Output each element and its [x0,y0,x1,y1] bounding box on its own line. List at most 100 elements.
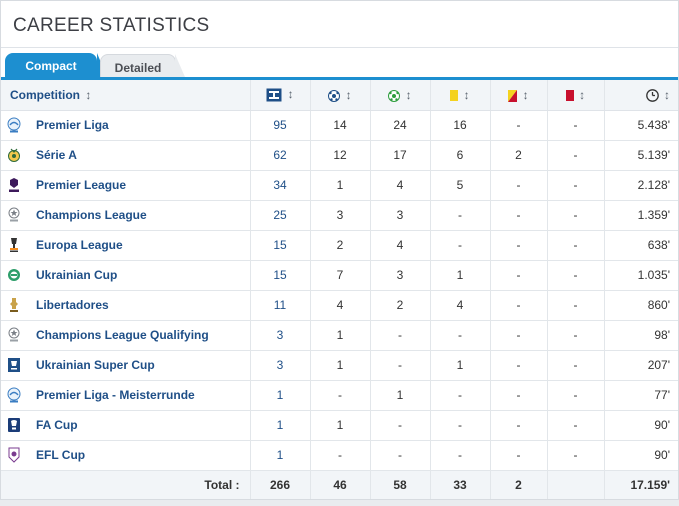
second-yellow-cell: - [489,410,547,441]
goals-cell: 14 [309,110,370,141]
red-cards-cell: - [546,170,604,201]
red-cards-cell: - [546,320,604,351]
tab-underline [1,77,678,80]
serie-a-logo [7,147,21,163]
competition-column-header[interactable]: Competition ↕ [1,80,250,111]
appearances-cell[interactable]: 1 [249,440,310,471]
minutes-cell: 1.359' [603,200,678,231]
appearances-cell[interactable]: 34 [249,170,310,201]
second-yellow-column-header[interactable]: ↕ [489,80,547,111]
assists-column-header[interactable]: ↕ [369,80,430,111]
goals-cell: - [309,440,370,471]
yellow-cards-cell: 1 [429,260,490,291]
goals-cell: 1 [309,320,370,351]
table-row: Série A 62 12 17 6 2 - 5.139' [1,140,678,171]
appearances-cell[interactable]: 3 [249,350,310,381]
competition-cell: Premier League [1,170,250,201]
second-yellow-cell: - [489,230,547,261]
appearances-cell[interactable]: 1 [249,380,310,411]
competition-link[interactable]: Champions League Qualifying [36,328,209,342]
minutes-cell: 1.035' [603,260,678,291]
libertadores-logo [7,297,21,313]
competition-link[interactable]: Ukrainian Super Cup [36,358,155,372]
ukrainian-super-cup-logo [7,357,21,373]
sort-icon: ↕ [664,87,670,102]
champions-league-logo [7,327,21,343]
competition-link[interactable]: Europa League [36,238,123,252]
premier-liga-logo [7,117,21,133]
minutes-cell: 90' [603,410,678,441]
competition-header-label: Competition [10,87,80,102]
total-second-yellow: 2 [489,469,547,499]
competition-link[interactable]: Ukrainian Cup [36,268,118,282]
competition-link[interactable]: FA Cup [36,418,78,432]
minutes-cell: 98' [603,320,678,351]
assists-cell: 17 [369,140,430,171]
appearances-cell[interactable]: 11 [249,290,310,321]
yellow-cards-column-header[interactable]: ↕ [429,80,490,111]
tab-compact[interactable]: Compact [5,53,107,77]
competition-cell: Ukrainian Cup [1,260,250,291]
second-yellow-cell: - [489,290,547,321]
competition-link[interactable]: Série A [36,148,77,162]
premier-liga-logo [7,387,21,403]
competition-link[interactable]: Libertadores [36,298,109,312]
goals-column-header[interactable]: ↕ [309,80,370,111]
yellow-cards-cell: - [429,200,490,231]
yellow-card-icon [450,90,459,102]
efl-cup-logo [7,447,21,463]
sort-icon: ↕ [463,87,470,102]
table-row: Premier League 34 1 4 5 - - 2.128' [1,170,678,201]
red-card-icon [565,90,574,102]
assists-cell: 24 [369,110,430,141]
competition-link[interactable]: Premier Liga - Meisterrunde [36,388,195,402]
appearances-cell[interactable]: 1 [249,410,310,441]
red-cards-cell: - [546,200,604,231]
goals-cell: 1 [309,410,370,441]
minutes-column-header[interactable]: ↕ [603,80,678,111]
tab-detailed[interactable]: Detailed [100,54,185,78]
competition-cell: Europa League [1,230,250,261]
competition-link[interactable]: EFL Cup [36,448,86,462]
red-cards-cell: - [546,110,604,141]
appearances-cell[interactable]: 15 [249,230,310,261]
minutes-cell: 207' [603,350,678,381]
assists-cell: 2 [369,290,430,321]
goals-cell: 4 [309,290,370,321]
table-row: FA Cup 1 1 - - - - 90' [1,410,678,441]
europa-league-logo [7,237,21,253]
premier-league-logo [7,177,21,193]
competition-link[interactable]: Champions League [36,208,147,222]
table-row: Premier Liga - Meisterrunde 1 - 1 - - - … [1,380,678,411]
competition-link[interactable]: Premier Liga [36,118,109,132]
competition-cell: Premier Liga - Meisterrunde [1,380,250,411]
yellow-cards-cell: - [429,380,490,411]
table-row: Champions League Qualifying 3 1 - - - - … [1,320,678,351]
competition-cell: Champions League Qualifying [1,320,250,351]
red-cards-column-header[interactable]: ↕ [546,80,604,111]
appearances-icon [266,88,282,102]
yellow-cards-cell: - [429,320,490,351]
second-yellow-card-icon [508,89,518,102]
red-cards-cell: - [546,440,604,471]
appearances-cell[interactable]: 25 [249,200,310,231]
appearances-cell[interactable]: 95 [249,110,310,141]
fa-cup-logo [7,417,21,433]
competition-cell: Champions League [1,200,250,231]
goals-cell: 7 [309,260,370,291]
appearances-column-header[interactable]: ↕ [249,80,310,111]
appearances-cell[interactable]: 62 [249,140,310,171]
total-yellow-cards: 33 [429,469,490,499]
total-assists: 58 [369,469,430,499]
table-row: Ukrainian Cup 15 7 3 1 - - 1.035' [1,260,678,291]
goals-cell: 12 [309,140,370,171]
career-stats-table: Competition ↕ ↕ ↕ ↕ ↕ ↕ [1,80,678,499]
competition-link[interactable]: Premier League [36,178,127,192]
appearances-cell[interactable]: 3 [249,320,310,351]
second-yellow-cell: - [489,350,547,381]
assists-cell: - [369,320,430,351]
red-cards-cell: - [546,260,604,291]
appearances-cell[interactable]: 15 [249,260,310,291]
second-yellow-cell: - [489,380,547,411]
